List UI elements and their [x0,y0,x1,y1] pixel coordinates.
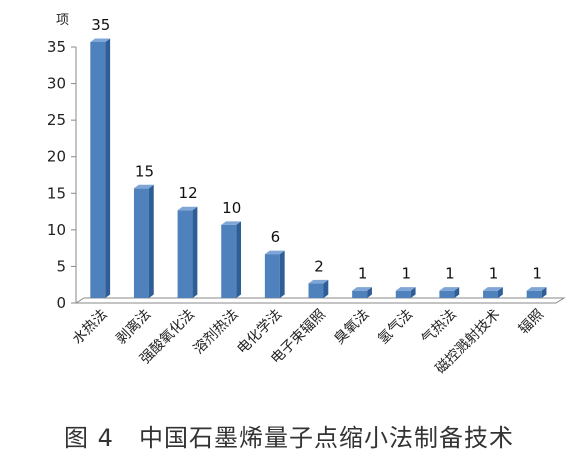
category-label: 辐照 [516,307,547,338]
bar [483,287,503,298]
data-label: 12 [179,184,198,202]
category-label: 剥离法 [113,306,155,348]
bar [90,38,111,298]
bar-top [439,287,460,291]
bar-front [221,224,237,298]
data-label: 1 [358,265,368,283]
bar [264,250,285,298]
y-tick-label: 10 [47,221,66,239]
bar-side [454,287,460,298]
bar-side [498,287,503,298]
data-label: 10 [222,199,241,217]
category-label: 水热法 [70,307,111,348]
category-label: 气热法 [419,307,460,348]
bar [133,184,154,298]
bar-top [483,287,503,291]
bar-front [483,290,499,298]
bar-top [264,250,285,255]
bar-side [105,38,111,298]
bar-front [133,188,149,298]
y-tick-label: 20 [47,148,66,166]
bar-side [410,287,416,298]
data-label: 1 [532,265,542,283]
bar [439,287,460,298]
data-label: 2 [314,257,324,275]
bar-front [439,290,455,298]
figure-caption: 图 4 中国石墨烯量子点缩小法制备技术 [64,424,514,452]
bar-side [279,250,285,298]
bar-side [323,279,329,298]
bar-front [526,290,542,298]
bar [221,221,242,298]
data-label: 15 [135,162,154,180]
bar [308,279,329,298]
data-label: 1 [489,265,499,283]
chart-floor [74,297,566,304]
y-tick-label: 5 [56,257,66,275]
bar-front [352,290,368,298]
bar-top [90,38,111,42]
bar-top [221,221,242,225]
bar-top [352,287,372,291]
bar-side [148,184,154,298]
bar-top [177,206,198,211]
bar [177,206,198,298]
bar-top [308,279,329,284]
bar-side [192,206,198,298]
data-label: 1 [445,265,455,283]
data-label: 6 [271,228,281,246]
bar-side [541,287,547,298]
y-tick-label: 15 [47,184,66,202]
y-tick-label: 25 [47,111,66,129]
bar-top [395,287,416,291]
data-label: 1 [401,265,411,283]
bar [352,287,372,298]
chart-axes [71,46,566,304]
y-tick-label: 0 [56,294,66,312]
bar-front [395,290,411,298]
chart-bars [90,38,547,298]
bar-top [133,184,154,189]
bar [395,287,416,298]
bar-front [177,210,193,298]
bar-top [526,287,547,291]
y-tick-label: 35 [47,38,66,56]
category-label: 臭氧法 [331,307,372,348]
bar-front [264,254,280,298]
bar-side [367,287,372,298]
category-label: 溶剂热法 [191,307,242,358]
y-axis-label: 项 [56,13,69,28]
bar-side [236,221,242,298]
bar [526,287,547,298]
category-label: 氢气法 [375,307,416,348]
bar-front [90,42,106,298]
data-label: 35 [91,16,110,34]
y-tick-label: 30 [47,75,66,93]
bar-front [308,283,324,298]
